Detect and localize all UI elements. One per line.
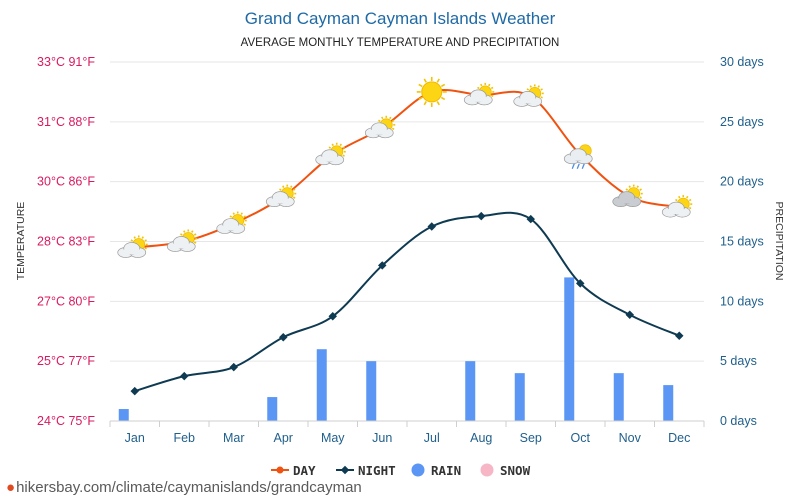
legend-label: SNOW: [500, 463, 531, 478]
legend-item-snow[interactable]: SNOW: [480, 463, 531, 478]
rain-bar: [366, 361, 377, 421]
rain-bar: [564, 277, 575, 421]
legend-item-night[interactable]: NIGHT: [336, 463, 396, 478]
month-label: Oct: [571, 431, 591, 445]
rain-bar: [465, 361, 476, 421]
sunny-icon: [416, 76, 447, 107]
month-label: Jun: [372, 431, 392, 445]
night-point: [328, 312, 337, 321]
night-points: [130, 211, 684, 396]
right-tick-label: 0 days: [720, 414, 757, 428]
legend-label: RAIN: [431, 463, 461, 478]
legend-label: DAY: [293, 463, 316, 478]
legend-label: NIGHT: [358, 463, 396, 478]
legend-marker: [480, 463, 494, 477]
month-label: Dec: [668, 431, 690, 445]
legend-item-day[interactable]: DAY: [271, 463, 316, 478]
partly-cloudy-icon: [265, 184, 297, 207]
night-point: [279, 332, 288, 342]
legend-marker: [411, 463, 425, 477]
partly-cloudy-icon: [117, 235, 148, 258]
right-axis-ticks: 0 days 5 days 10 days 15 days 20 days 25 days…: [720, 55, 764, 428]
right-tick-label: 5 days: [720, 354, 757, 368]
partly-cloudy-icon: [612, 184, 643, 207]
legend-marker: [340, 465, 350, 475]
right-tick-label: 30 days: [720, 55, 764, 69]
night-point: [229, 362, 238, 372]
month-label: Mar: [223, 431, 245, 445]
right-tick-label: 25 days: [720, 115, 764, 129]
chart-subtitle: AVERAGE MONTHLY TEMPERATURE AND PRECIPIT…: [241, 37, 560, 49]
rain-bar: [118, 409, 129, 421]
night-point: [576, 279, 585, 288]
left-axis-label: TEMPERATURE: [15, 202, 27, 281]
month-label: May: [321, 431, 345, 445]
right-tick-label: 10 days: [720, 294, 764, 308]
legend-marker: [276, 466, 284, 474]
right-tick-label: 15 days: [720, 235, 764, 249]
left-tick-label: 31°C 88°F: [37, 115, 95, 129]
night-point: [477, 211, 486, 221]
partly-cloudy-icon: [513, 84, 544, 107]
grid-lines: [110, 61, 704, 422]
rain-cloud-icon: [563, 144, 593, 169]
partly-cloudy-icon: [166, 229, 198, 252]
left-tick-label: 24°C 75°F: [37, 414, 95, 428]
left-tick-label: 30°C 86°F: [37, 175, 95, 189]
right-tick-label: 20 days: [720, 175, 764, 189]
location-pin-icon: ●: [6, 479, 16, 496]
month-label: Sep: [520, 431, 542, 445]
rain-bar: [316, 349, 327, 421]
month-label: Apr: [274, 431, 293, 445]
month-label: Aug: [470, 431, 492, 445]
partly-cloudy-icon: [661, 195, 693, 218]
rain-bars: [118, 277, 674, 421]
month-label: Jul: [424, 431, 440, 445]
month-label: Jan: [125, 431, 145, 445]
night-point: [130, 386, 139, 396]
day-weather-icons: [117, 76, 693, 258]
chart-title: Grand Cayman Cayman Islands Weather: [245, 9, 556, 28]
month-label: Nov: [619, 431, 642, 445]
legend-item-rain[interactable]: RAIN: [411, 463, 462, 478]
left-tick-label: 27°C 80°F: [37, 294, 95, 308]
left-axis-ticks: 24°C 75°F 25°C 77°F 27°C 80°F 28°C 83°F 30°C…: [37, 55, 95, 428]
night-line: [134, 211, 680, 393]
right-axis-label: PRECIPITATION: [773, 202, 785, 281]
day-line: [134, 88, 680, 249]
night-point: [378, 261, 387, 270]
partly-cloudy-icon: [315, 142, 346, 166]
attribution[interactable]: ●hikersbay.com/climate/caymanislands/gra…: [6, 479, 362, 496]
night-point: [180, 371, 189, 381]
partly-cloudy-icon: [216, 211, 247, 234]
partly-cloudy-icon: [463, 82, 495, 106]
rain-bar: [514, 373, 525, 421]
night-point: [427, 222, 436, 231]
rain-bar: [663, 385, 674, 421]
night-point: [675, 331, 684, 340]
left-tick-label: 33°C 91°F: [37, 55, 95, 69]
attribution-link[interactable]: hikersbay.com/climate/caymanislands/gran…: [16, 479, 362, 496]
legend[interactable]: DAY NIGHT RAIN SNOW: [271, 463, 531, 478]
left-tick-label: 25°C 77°F: [37, 354, 95, 368]
rain-bar: [613, 373, 624, 421]
x-axis: Jan Feb Mar Apr May Jun Jul Aug Sep Oct Nov Dec: [109, 420, 705, 445]
partly-cloudy-icon: [364, 115, 396, 139]
night-point: [625, 310, 634, 320]
left-tick-label: 28°C 83°F: [37, 235, 95, 249]
rain-bar: [267, 397, 278, 421]
month-label: Feb: [173, 431, 195, 445]
